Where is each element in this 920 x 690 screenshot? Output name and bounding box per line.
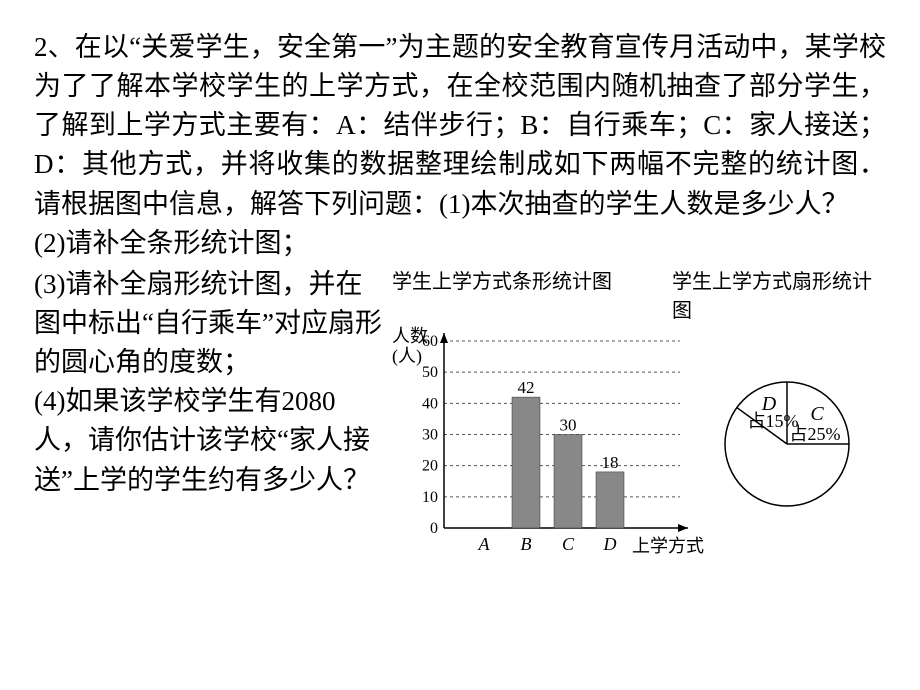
bar-ylabel: 人数 (人) (392, 327, 428, 367)
pie-slice-letter-c: C (810, 403, 824, 425)
bar-chart-svg: 0102030405060A42B30C18D (392, 327, 692, 562)
pie-chart-svg: D占15%C占25% (702, 359, 872, 529)
charts-row: 人数 (人) 0102030405060A42B30C18D 上学方式 D占15… (392, 327, 886, 562)
bar-B (512, 397, 540, 528)
bar-category-label: A (478, 534, 491, 554)
bar-ytick: 10 (422, 489, 438, 506)
bar-ytick: 40 (422, 395, 438, 412)
bar-xlabel: 上学方式 (632, 532, 704, 558)
bar-value-label: 18 (602, 453, 619, 472)
left-questions: (3)请补全扇形统计图，并在图中标出“自行乘车”对应扇形的圆心角的度数； (4)… (34, 265, 384, 562)
bar-D (596, 472, 624, 528)
problem-intro: 2、在以“关爱学生，安全第一”为主题的安全教育宣传月活动中，某学校为了了解本学校… (34, 28, 886, 224)
pie-chart-title: 学生上学方式扇形统计图 (672, 265, 886, 323)
bar-ytick: 30 (422, 426, 438, 443)
bar-chart: 人数 (人) 0102030405060A42B30C18D 上学方式 (392, 327, 692, 562)
pie-slice-label-c: 占25% (790, 424, 841, 444)
lower-section: (3)请补全扇形统计图，并在图中标出“自行乘车”对应扇形的圆心角的度数； (4)… (34, 265, 886, 562)
chart-titles-row: 学生上学方式条形统计图 学生上学方式扇形统计图 (392, 265, 886, 323)
bar-category-label: D (603, 534, 617, 554)
bar-category-label: B (521, 534, 532, 554)
question-3: (3)请补全扇形统计图，并在图中标出“自行乘车”对应扇形的圆心角的度数； (34, 265, 384, 382)
bar-ytick: 0 (430, 520, 438, 537)
bar-chart-title: 学生上学方式条形统计图 (392, 265, 672, 323)
bar-value-label: 42 (518, 378, 535, 397)
bar-ytick: 20 (422, 458, 438, 475)
bar-category-label: C (562, 534, 575, 554)
charts-column: 学生上学方式条形统计图 学生上学方式扇形统计图 人数 (人) 0 10 20 30 40… (384, 265, 886, 562)
question-2: (2)请补全条形统计图； (34, 224, 886, 263)
bar-ytick: 50 (422, 364, 438, 381)
bar-C (554, 434, 582, 528)
bar-value-label: 30 (560, 415, 577, 434)
question-4: (4)如果该学校学生有2080人，请你估计该学校“家人接送”上学的学生约有多少人… (34, 382, 384, 499)
pie-chart: D占15%C占25% (692, 359, 882, 529)
